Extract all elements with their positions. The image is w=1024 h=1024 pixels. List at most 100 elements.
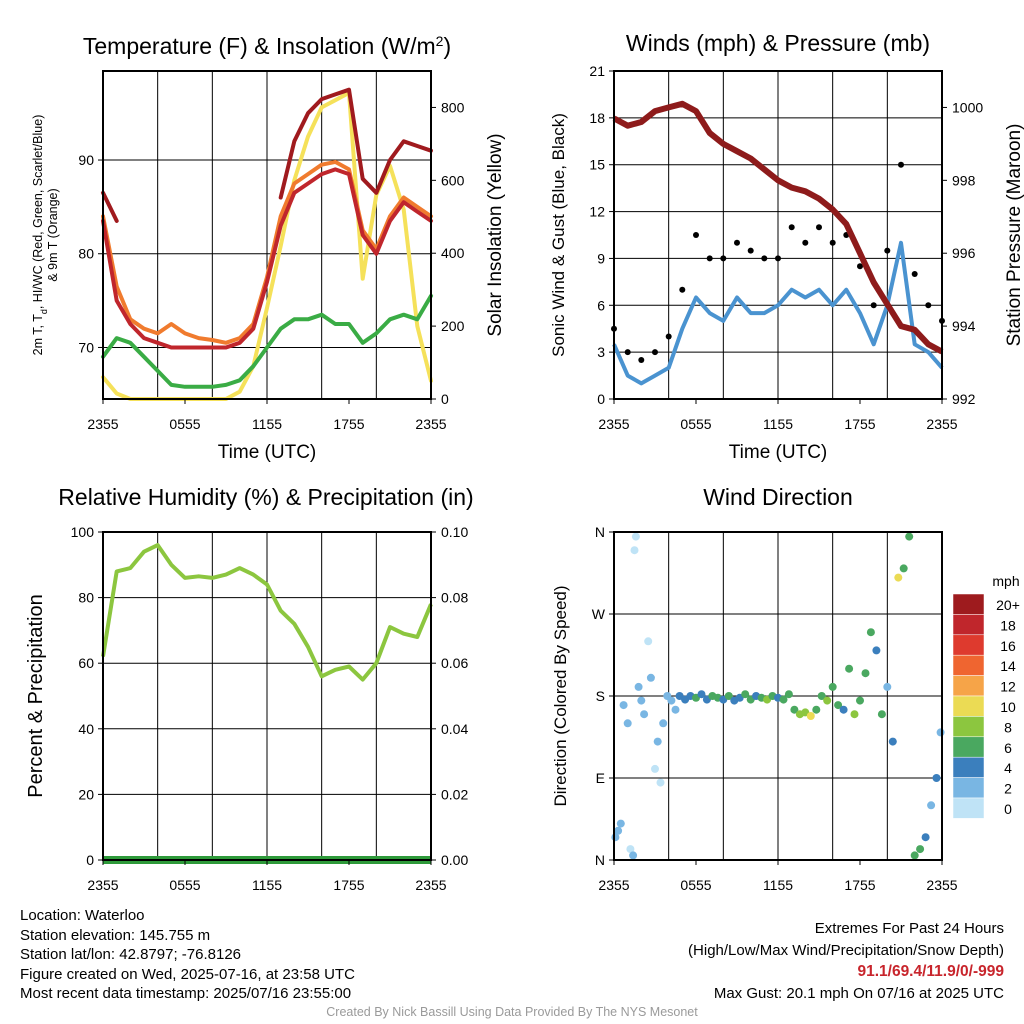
direction-point	[932, 774, 941, 782]
winds-xlabel: Time (UTC)	[729, 442, 828, 463]
humidity-line	[101, 543, 433, 682]
direction-point	[784, 690, 793, 699]
station-elevation: Station elevation: 145.755 m	[20, 926, 211, 944]
y-tick-label: 3	[597, 344, 605, 360]
y-tick-label: 15	[589, 157, 605, 173]
extremes-values: 91.1/69.4/11.9/0/-999	[857, 963, 1004, 980]
y2-tick-label: 0.02	[441, 786, 468, 802]
x-tick-label: 2355	[415, 416, 446, 432]
y-tick-label: N	[595, 852, 605, 868]
gust-point	[898, 161, 904, 168]
direction-point	[631, 532, 640, 541]
direction-point	[644, 637, 653, 646]
direction-point	[888, 737, 897, 746]
direction-panel: Wind Direction 2355 0555 1155 1755 2355 N E S W N…	[551, 484, 1020, 893]
extremes-subtitle: (High/Low/Max Wind/Precipitation/Snow De…	[688, 941, 1004, 959]
y2-tick-label: 0.00	[441, 852, 468, 868]
temp-series-line	[101, 87, 433, 223]
direction-series	[611, 532, 945, 860]
figure-created: Figure created on Wed, 2025-07-16, at 23…	[20, 965, 355, 983]
y-tick-label: 20	[78, 786, 94, 802]
gust-point	[816, 224, 822, 231]
direction-point	[866, 628, 875, 637]
legend-swatch	[952, 654, 985, 676]
y-tick-label: 0	[597, 391, 605, 407]
winds-panel: Winds (mph) & Pressure (mb) 2355 0555 1155…	[549, 30, 1024, 463]
gust-point	[706, 255, 713, 262]
gust-point	[829, 239, 836, 246]
direction-point	[616, 819, 625, 828]
humidity-grid	[103, 532, 431, 860]
gust-point	[802, 239, 809, 246]
legend-label: 12	[1000, 679, 1016, 695]
direction-point	[861, 669, 870, 678]
direction-point	[623, 719, 632, 728]
direction-point	[812, 705, 821, 714]
direction-point	[850, 710, 859, 719]
x-tick-label: 2355	[415, 877, 446, 893]
direction-ylabel: Direction (Colored By Speed)	[551, 585, 570, 806]
legend-label: 18	[1000, 617, 1016, 633]
x-tick-label: 0555	[680, 877, 711, 893]
gust-point	[775, 255, 781, 262]
x-tick-label: 2355	[598, 416, 629, 432]
direction-point	[828, 682, 837, 691]
gust-point	[652, 349, 658, 356]
y2-tick-label: 0.10	[441, 524, 468, 540]
y-tick-label: 80	[78, 246, 94, 262]
legend-swatch	[952, 695, 985, 717]
x-tick-label: 1155	[252, 877, 282, 893]
pressure-line	[612, 100, 944, 355]
temperature-panel: Temperature (F) & Insolation (W/m2) 2355…	[31, 33, 506, 463]
recent-timestamp: Most recent data timestamp: 2025/07/16 2…	[20, 985, 352, 1003]
direction-point	[630, 546, 639, 555]
temp-series-line	[101, 167, 433, 350]
temperature-title: Temperature (F) & Insolation (W/m2)	[83, 33, 451, 59]
x-tick-label: 0555	[169, 416, 200, 432]
y-tick-label: 21	[589, 63, 605, 79]
y-tick-label: 60	[78, 655, 94, 671]
y-tick-label: 0	[86, 852, 94, 868]
gust-point	[870, 302, 877, 309]
direction-point	[905, 532, 914, 541]
direction-point	[790, 705, 799, 714]
direction-point	[724, 692, 733, 700]
temperature-y2label: Solar Insolation (Yellow)	[485, 133, 506, 336]
legend-label: 20+	[996, 597, 1020, 613]
direction-point	[741, 690, 750, 699]
legend-swatch	[952, 777, 985, 799]
winds-grid	[614, 71, 942, 399]
legend-label: 0	[1004, 801, 1012, 817]
legend-label: 6	[1004, 740, 1012, 756]
gust-point	[747, 247, 754, 254]
direction-point	[653, 737, 662, 746]
y2-tick-label: 1000	[952, 99, 983, 115]
legend-label: 14	[1000, 658, 1016, 674]
direction-point	[671, 705, 680, 714]
y2-tick-label: 994	[952, 318, 976, 334]
x-tick-label: 1155	[763, 877, 793, 893]
station-location: Location: Waterloo	[20, 907, 145, 924]
extremes-info: Extremes For Past 24 Hours (High/Low/Max…	[688, 918, 1004, 1004]
direction-point	[894, 573, 903, 582]
direction-point	[927, 801, 936, 810]
y2-tick-label: 400	[441, 245, 465, 261]
gust-point	[665, 333, 672, 340]
gust-point	[761, 255, 768, 262]
humidity-title: Relative Humidity (%) & Precipitation (i…	[58, 484, 473, 510]
legend-swatch	[952, 736, 985, 758]
x-tick-label: 2355	[926, 877, 957, 893]
gust-point	[638, 357, 645, 363]
direction-point	[845, 664, 854, 673]
y-tick-label: W	[592, 606, 606, 622]
direction-point	[640, 710, 649, 719]
station-info: Location: Waterloo Station elevation: 14…	[20, 906, 355, 1004]
direction-point	[834, 701, 843, 710]
temperature-series	[101, 87, 433, 401]
direction-point	[877, 710, 886, 719]
x-tick-label: 0555	[680, 416, 711, 432]
direction-point	[817, 692, 826, 700]
x-tick-label: 2355	[598, 877, 629, 893]
winds-axes: 2355 0555 1155 1755 2355 0 3 6 9 12 15 18 21 992 994 99…	[589, 63, 983, 432]
